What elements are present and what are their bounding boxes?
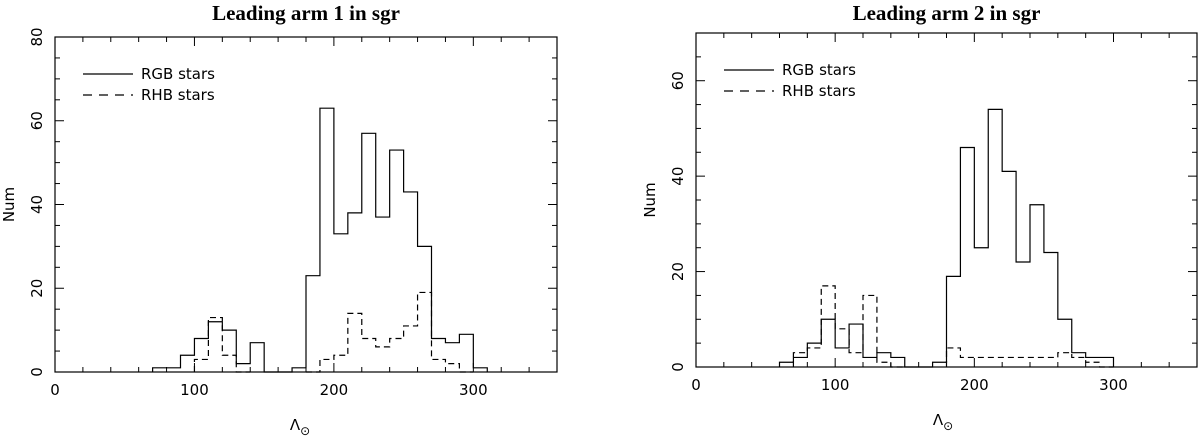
y-tick-label: 20 — [28, 279, 46, 298]
chart-title: Leading arm 1 in sgr — [212, 1, 400, 25]
legend-label: RGB stars — [782, 61, 856, 79]
y-tick-label: 0 — [28, 367, 46, 377]
chart-title: Leading arm 2 in sgr — [853, 1, 1041, 25]
x-axis-label: Λ⊙ — [290, 416, 310, 438]
legend-label: RHB stars — [141, 86, 215, 104]
y-tick-label: 40 — [669, 167, 687, 186]
histogram-series-rgb — [778, 108, 1115, 368]
x-tick-label: 100 — [180, 381, 209, 399]
x-tick-label: 200 — [960, 376, 989, 394]
y-tick-label: 40 — [28, 195, 46, 214]
y-axis-label: Num — [0, 187, 18, 222]
x-axis-label: Λ⊙ — [933, 411, 953, 433]
x-tick-label: 0 — [691, 376, 701, 394]
legend-label: RHB stars — [782, 82, 856, 100]
x-axis-label-symbol: Λ — [933, 411, 944, 429]
y-axis-label: Num — [641, 182, 659, 217]
x-tick-label: 0 — [50, 381, 60, 399]
histogram-panel-leading-arm-2: Leading arm 2 in sgr 0 100 200 300 0 20 40 60 Num… — [641, 1, 1198, 433]
x-tick-label: 200 — [320, 381, 349, 399]
x-tick-label: 300 — [1099, 376, 1128, 394]
histogram-series-rhb — [792, 285, 1114, 368]
histogram-series-rhb — [193, 291, 474, 373]
y-tick-label: 80 — [28, 27, 46, 46]
y-tick-label: 60 — [669, 71, 687, 90]
histogram-series-rgb — [152, 107, 488, 373]
legend-label: RGB stars — [141, 65, 215, 83]
y-tick-label: 60 — [28, 111, 46, 130]
x-axis-label-subscript: ⊙ — [943, 419, 953, 433]
y-tick-label: 20 — [669, 262, 687, 281]
x-tick-label: 300 — [459, 381, 488, 399]
histogram-panel-leading-arm-1: Leading arm 1 in sgr 0 100 200 300 0 20 40 60 80 N… — [0, 1, 558, 438]
y-tick-label: 0 — [669, 362, 687, 372]
x-axis-label-symbol: Λ — [290, 416, 301, 434]
x-tick-label: 100 — [821, 376, 850, 394]
x-axis-label-subscript: ⊙ — [300, 424, 310, 438]
